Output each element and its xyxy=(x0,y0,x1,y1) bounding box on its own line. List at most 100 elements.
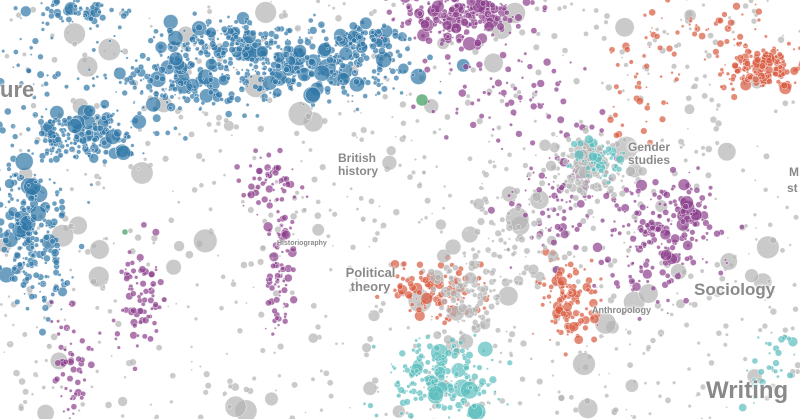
dot xyxy=(15,218,20,223)
dot xyxy=(705,231,709,236)
dot xyxy=(323,314,328,319)
dot xyxy=(468,378,472,382)
dot xyxy=(400,21,405,26)
dot xyxy=(51,146,56,151)
dot xyxy=(255,199,262,206)
dot xyxy=(248,62,254,68)
dot xyxy=(651,178,660,186)
dot xyxy=(766,341,773,347)
dot xyxy=(178,83,182,86)
dot xyxy=(538,139,552,152)
dot xyxy=(459,347,466,354)
dot xyxy=(560,198,564,202)
dot xyxy=(696,341,701,346)
dot xyxy=(653,33,661,40)
dot xyxy=(752,75,760,84)
dot xyxy=(153,74,160,81)
dot xyxy=(378,204,381,208)
dot xyxy=(520,60,524,63)
dot xyxy=(717,270,724,276)
dot xyxy=(127,249,133,255)
dot xyxy=(506,247,511,252)
dot xyxy=(670,186,675,191)
dot xyxy=(642,351,646,356)
dot xyxy=(427,378,432,383)
dot xyxy=(545,160,557,172)
dot xyxy=(29,235,36,241)
dot xyxy=(425,334,431,340)
dot xyxy=(334,14,343,22)
dot xyxy=(556,6,563,12)
dot xyxy=(452,10,460,19)
dot xyxy=(523,51,528,56)
dot xyxy=(660,249,672,262)
dot xyxy=(299,159,303,163)
dot xyxy=(59,384,64,390)
dot xyxy=(81,52,88,59)
dot xyxy=(607,372,611,375)
dot xyxy=(191,186,198,194)
dot xyxy=(345,195,349,198)
dot xyxy=(115,145,132,161)
dot xyxy=(419,377,425,383)
dot xyxy=(254,1,277,24)
dot xyxy=(669,312,674,317)
dot xyxy=(548,300,552,304)
dot xyxy=(540,167,547,173)
dot xyxy=(741,73,746,78)
dot xyxy=(777,36,785,44)
dot xyxy=(561,215,567,222)
dot xyxy=(381,23,387,29)
dot xyxy=(534,153,538,157)
dot xyxy=(776,195,780,199)
dot xyxy=(145,314,151,319)
dot xyxy=(460,18,469,27)
dot xyxy=(458,88,467,98)
dot xyxy=(455,285,460,290)
dot xyxy=(430,315,434,318)
dot xyxy=(423,304,427,308)
dot xyxy=(51,200,58,207)
dot xyxy=(766,364,772,371)
dot xyxy=(581,245,589,253)
dot xyxy=(699,200,703,204)
dot xyxy=(510,251,516,257)
dot xyxy=(304,54,311,61)
dot xyxy=(141,296,148,304)
dot xyxy=(598,276,603,282)
dot xyxy=(685,95,692,102)
dot xyxy=(54,150,59,155)
dot xyxy=(443,184,447,189)
dot xyxy=(302,207,307,213)
dot xyxy=(414,297,418,301)
dot xyxy=(664,397,672,404)
dot xyxy=(63,347,67,352)
dot xyxy=(434,273,442,281)
dot xyxy=(200,100,206,106)
dot xyxy=(20,104,27,111)
dot xyxy=(566,273,571,278)
dot xyxy=(731,61,739,70)
dot xyxy=(185,78,200,93)
dot xyxy=(612,105,616,109)
dot xyxy=(309,43,317,51)
dot xyxy=(593,7,600,14)
dot xyxy=(84,143,88,147)
dot xyxy=(291,381,298,389)
dot xyxy=(79,401,86,408)
dot xyxy=(546,293,552,300)
dot xyxy=(486,91,492,97)
dot xyxy=(537,393,541,397)
dot xyxy=(205,58,218,71)
dot xyxy=(310,376,316,382)
dot xyxy=(308,332,319,344)
dot xyxy=(9,17,14,22)
dot xyxy=(367,402,374,409)
dot xyxy=(149,280,157,288)
dot xyxy=(72,154,77,159)
dot xyxy=(437,30,442,35)
dot xyxy=(550,185,555,191)
dot xyxy=(380,226,383,229)
dot xyxy=(305,86,321,103)
dot xyxy=(644,35,649,40)
